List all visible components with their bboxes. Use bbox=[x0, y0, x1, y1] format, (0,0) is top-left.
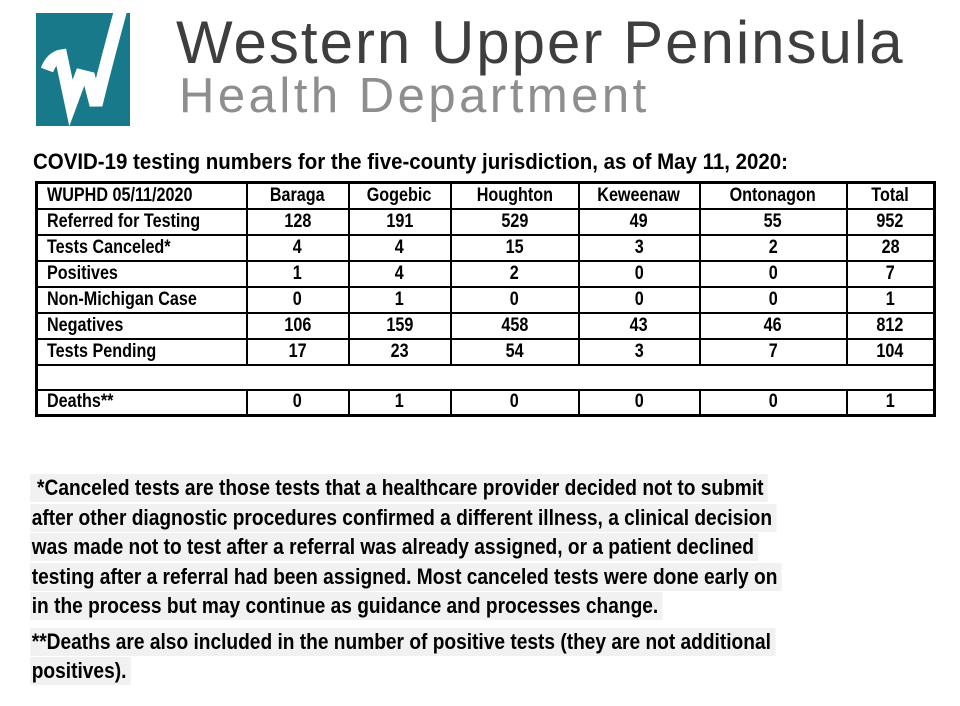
cell-value: 1 bbox=[845, 285, 936, 314]
cell-value: 17 bbox=[245, 337, 350, 366]
w-checkmark-icon bbox=[36, 7, 130, 127]
cell-value: 191 bbox=[347, 207, 452, 236]
cell-value: 0 bbox=[698, 388, 848, 417]
cell-value: 49 bbox=[577, 207, 701, 236]
cell-value: 46 bbox=[698, 311, 848, 340]
cell-value: 1 bbox=[347, 285, 452, 314]
footnote-line: in the process but may continue as guida… bbox=[30, 592, 782, 622]
footnote-line: was made not to test after a referral wa… bbox=[30, 533, 782, 563]
row-label: Positives bbox=[35, 259, 248, 288]
cell-value: 54 bbox=[449, 337, 580, 366]
cell-value: 128 bbox=[245, 207, 350, 236]
cell-value: 4 bbox=[347, 259, 452, 288]
spacer-cell bbox=[36, 363, 935, 391]
row-label: Tests Pending bbox=[35, 337, 248, 366]
cell-value: 3 bbox=[577, 337, 701, 366]
wuphd-logo bbox=[36, 7, 130, 127]
column-header-total: Total bbox=[845, 181, 936, 210]
cell-value: 55 bbox=[698, 207, 848, 236]
footnote-deaths: **Deaths are also included in the number… bbox=[30, 627, 894, 687]
row-label: Referred for Testing bbox=[35, 207, 248, 236]
cell-value: 104 bbox=[845, 337, 936, 366]
table-row-non-michigan: Non-Michigan Case 0 1 0 0 0 1 bbox=[35, 285, 936, 314]
cell-value: 0 bbox=[245, 285, 350, 314]
cell-value: 0 bbox=[577, 259, 701, 288]
cell-value: 1 bbox=[845, 388, 936, 417]
cell-value: 0 bbox=[698, 285, 848, 314]
cell-value: 28 bbox=[845, 233, 936, 262]
row-label: Tests Canceled* bbox=[35, 233, 248, 262]
footnote-line: positives). bbox=[30, 657, 782, 687]
footnote-line: **Deaths are also included in the number… bbox=[30, 627, 782, 658]
cell-value: 812 bbox=[845, 311, 936, 340]
cell-value: 4 bbox=[347, 233, 452, 262]
table-row-referred: Referred for Testing 128 191 529 49 55 9… bbox=[35, 207, 936, 236]
table-row-negatives: Negatives 106 159 458 43 46 812 bbox=[35, 311, 936, 340]
column-header-houghton: Houghton bbox=[449, 181, 580, 210]
cell-value: 7 bbox=[698, 337, 848, 366]
footnote-line: testing after a referral had been assign… bbox=[30, 562, 782, 593]
brand-subtitle: Health Department bbox=[179, 69, 650, 123]
table-header-row: WUPHD 05/11/2020 Baraga Gogebic Houghton… bbox=[35, 181, 936, 210]
table-row-positives: Positives 1 4 2 0 0 7 bbox=[35, 259, 936, 288]
cell-value: 1 bbox=[347, 388, 452, 417]
cell-value: 43 bbox=[577, 311, 701, 340]
cell-value: 952 bbox=[845, 207, 936, 236]
table-row-deaths: Deaths** 0 1 0 0 0 1 bbox=[35, 388, 936, 417]
cell-value: 0 bbox=[577, 388, 701, 417]
footnote-canceled-tests: *Canceled tests are those tests that a h… bbox=[30, 474, 894, 622]
column-header-baraga: Baraga bbox=[245, 181, 350, 210]
cell-value: 0 bbox=[449, 285, 580, 314]
brand-title: Western Upper Peninsula bbox=[176, 9, 905, 76]
row-label: Deaths** bbox=[35, 388, 248, 417]
column-header-ontonagon: Ontonagon bbox=[698, 181, 848, 210]
footnote-line: *Canceled tests are those tests that a h… bbox=[30, 474, 782, 504]
cell-value: 0 bbox=[245, 388, 350, 417]
cell-value: 4 bbox=[245, 233, 350, 262]
cell-value: 3 bbox=[577, 233, 701, 262]
column-header-gogebic: Gogebic bbox=[347, 181, 452, 210]
cell-value: 2 bbox=[449, 259, 580, 288]
cell-value: 106 bbox=[245, 311, 350, 340]
page-heading: COVID-19 testing numbers for the five-co… bbox=[33, 149, 788, 174]
footnote-line: after other diagnostic procedures confir… bbox=[30, 503, 782, 534]
table-spacer-row bbox=[36, 363, 935, 391]
column-header-wuphd: WUPHD 05/11/2020 bbox=[35, 181, 248, 210]
cell-value: 0 bbox=[698, 259, 848, 288]
cell-value: 1 bbox=[245, 259, 350, 288]
footnotes: *Canceled tests are those tests that a h… bbox=[30, 474, 894, 687]
cell-value: 0 bbox=[449, 388, 580, 417]
cell-value: 2 bbox=[698, 233, 848, 262]
column-header-keweenaw: Keweenaw bbox=[577, 181, 701, 210]
row-label: Negatives bbox=[35, 311, 248, 340]
cell-value: 458 bbox=[449, 311, 580, 340]
cell-value: 7 bbox=[845, 259, 936, 288]
table-row-pending: Tests Pending 17 23 54 3 7 104 bbox=[35, 337, 936, 366]
table-row-canceled: Tests Canceled* 4 4 15 3 2 28 bbox=[35, 233, 936, 262]
covid-testing-table: WUPHD 05/11/2020 Baraga Gogebic Houghton… bbox=[35, 181, 936, 417]
cell-value: 529 bbox=[449, 207, 580, 236]
cell-value: 23 bbox=[347, 337, 452, 366]
cell-value: 159 bbox=[347, 311, 452, 340]
cell-value: 15 bbox=[449, 233, 580, 262]
row-label: Non-Michigan Case bbox=[35, 285, 248, 314]
cell-value: 0 bbox=[577, 285, 701, 314]
